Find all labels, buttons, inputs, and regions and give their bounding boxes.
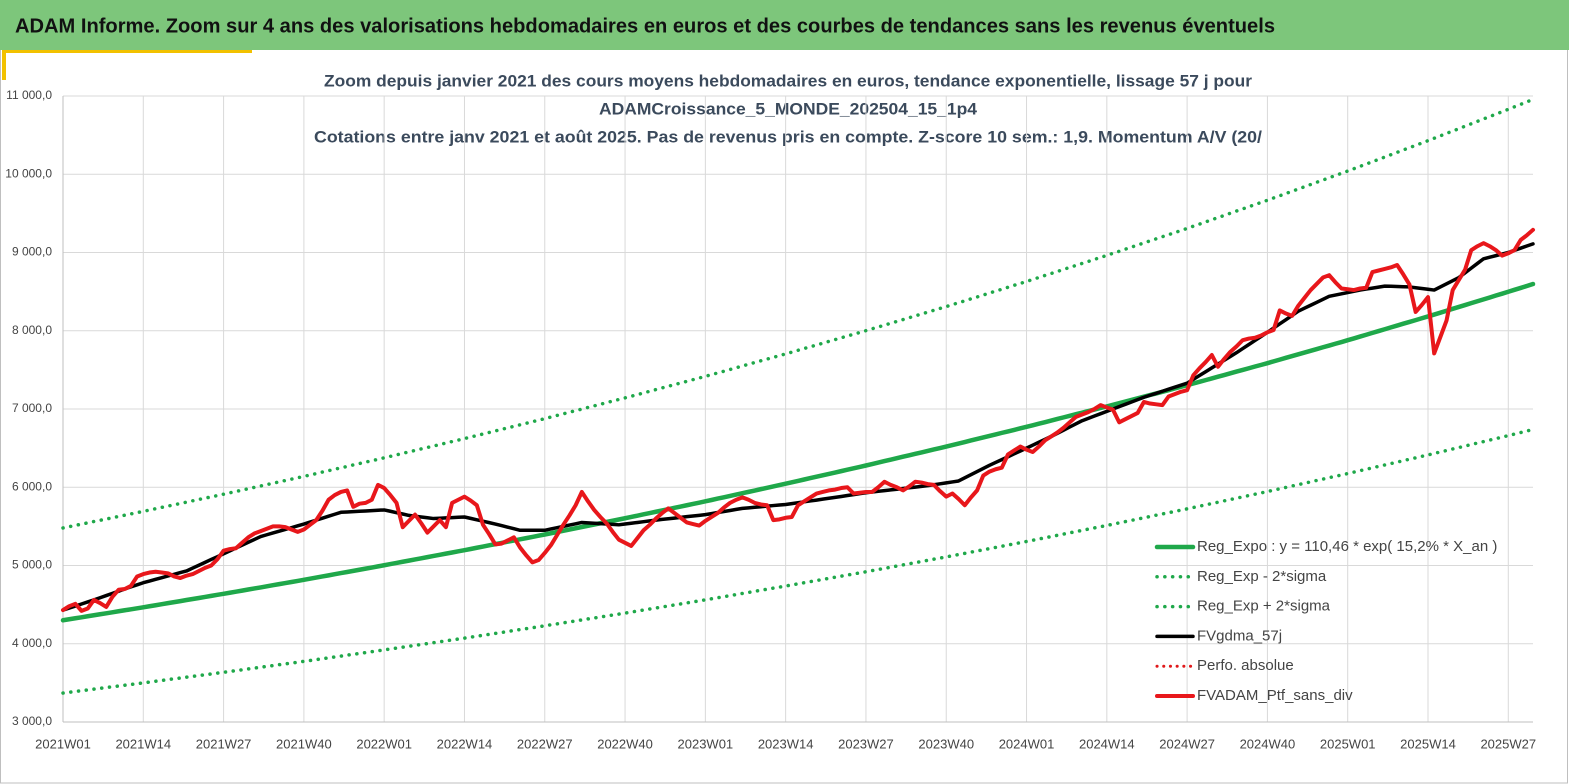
y-tick-label: 8 000,0 — [12, 323, 52, 337]
y-tick-label: 6 000,0 — [12, 479, 52, 493]
x-tick-label: 2023W27 — [838, 736, 894, 751]
header-accent — [2, 50, 252, 53]
x-tick-label: 2022W40 — [597, 736, 653, 751]
chart-title: Zoom depuis janvier 2021 des cours moyen… — [324, 71, 1252, 90]
x-tick-label: 2022W27 — [517, 736, 573, 751]
header-title: ADAM Informe. Zoom sur 4 ans des valoris… — [15, 15, 1275, 37]
legend-label: FVgdma_57j — [1197, 627, 1282, 644]
x-tick-label: 2021W14 — [115, 736, 171, 751]
legend-label: Perfo. absolue — [1197, 657, 1294, 674]
x-tick-label: 2022W14 — [437, 736, 493, 751]
x-tick-label: 2025W14 — [1400, 736, 1456, 751]
y-tick-label: 4 000,0 — [12, 636, 52, 650]
y-tick-label: 5 000,0 — [12, 558, 52, 572]
y-tick-label: 3 000,0 — [12, 714, 52, 728]
series-line — [61, 242, 1535, 612]
y-tick-label: 7 000,0 — [12, 401, 52, 415]
x-tick-label: 2024W14 — [1079, 736, 1135, 751]
legend-label: FVADAM_Ptf_sans_div — [1197, 687, 1353, 704]
x-tick-label: 2023W40 — [918, 736, 974, 751]
x-tick-label: 2024W01 — [999, 736, 1055, 751]
y-tick-label: 10 000,0 — [5, 166, 52, 180]
x-tick-label: 2023W01 — [678, 736, 734, 751]
series-line — [61, 97, 1535, 530]
header-bar — [0, 0, 1569, 50]
chart-title: ADAMCroissance_5_MONDE_202504_15_1p4 — [599, 99, 978, 118]
x-tick-label: 2021W27 — [196, 736, 252, 751]
x-tick-label: 2022W01 — [356, 736, 412, 751]
x-tick-label: 2025W01 — [1320, 736, 1376, 751]
legend-label: Reg_Expo : y = 110,46 * exp( 15,2% * X_a… — [1197, 538, 1497, 555]
legend-label: Reg_Exp - 2*sigma — [1197, 568, 1327, 585]
frame-accent — [2, 50, 6, 80]
x-tick-label: 2024W27 — [1159, 736, 1215, 751]
legend-label: Reg_Exp + 2*sigma — [1197, 598, 1331, 615]
y-tick-label: 11 000,0 — [6, 88, 52, 102]
series-line — [61, 227, 1535, 613]
y-tick-label: 9 000,0 — [12, 245, 52, 259]
series-line — [60, 281, 1536, 623]
x-tick-label: 2025W27 — [1480, 736, 1536, 751]
x-tick-label: 2021W01 — [35, 736, 91, 751]
x-tick-label: 2023W14 — [758, 736, 814, 751]
x-tick-label: 2024W40 — [1240, 736, 1296, 751]
chart-title: Cotations entre janv 2021 et août 2025. … — [314, 127, 1262, 146]
x-tick-label: 2021W40 — [276, 736, 332, 751]
